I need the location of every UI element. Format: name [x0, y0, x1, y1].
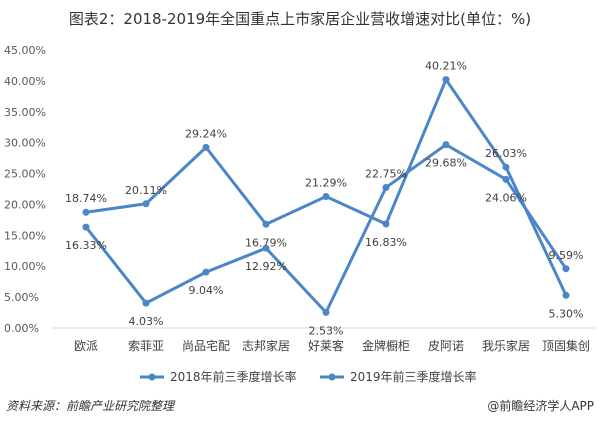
y-tick-label: 35.00%: [4, 106, 46, 119]
data-label: 5.30%: [549, 307, 584, 320]
data-label: 26.03%: [485, 147, 527, 160]
x-tick-label: 金牌橱柜: [362, 338, 410, 353]
data-point: [322, 308, 330, 316]
data-label: 29.24%: [185, 127, 227, 140]
data-label: 4.03%: [129, 315, 164, 328]
data-point: [562, 291, 570, 299]
series-line-2: [84, 142, 568, 315]
legend-marker: [328, 373, 336, 381]
x-tick-label: 志邦家居: [242, 338, 290, 353]
data-point: [382, 220, 390, 228]
x-tick-label: 欧派: [74, 339, 98, 353]
chart-title: 图表2：2018-2019年全国重点上市家居企业营收增速对比(单位：%): [68, 10, 532, 28]
data-point: [502, 175, 510, 183]
data-point: [442, 141, 450, 149]
legend-label: 2018年前三季度增长率: [170, 369, 297, 384]
data-label: 24.06%: [485, 191, 527, 204]
x-tick-label: 索菲亚: [128, 339, 164, 353]
y-tick-label: 30.00%: [4, 137, 46, 150]
data-point: [202, 143, 210, 151]
data-label: 16.33%: [65, 239, 107, 252]
data-point: [562, 265, 570, 273]
data-label: 16.83%: [365, 236, 407, 249]
data-point: [442, 76, 450, 84]
data-label: 40.21%: [425, 60, 467, 73]
y-tick-label: 5.00%: [4, 291, 39, 304]
data-label: 22.75%: [365, 167, 407, 180]
data-label: 18.74%: [65, 192, 107, 205]
y-tick-label: 40.00%: [4, 75, 46, 88]
data-point: [382, 183, 390, 191]
data-point: [262, 244, 270, 252]
y-tick-label: 0.00%: [4, 322, 39, 335]
source-note: 资料来源：前瞻产业研究院整理: [6, 399, 175, 413]
data-label: 9.04%: [189, 284, 224, 297]
data-point: [142, 200, 150, 208]
data-label: 12.92%: [245, 260, 287, 273]
x-tick-label: 尚品宅配: [182, 338, 230, 353]
data-point: [502, 163, 510, 171]
x-tick-label: 我乐家居: [482, 338, 530, 353]
x-tick-label: 顶固集创: [542, 338, 590, 353]
legend-label: 2019年前三季度增长率: [350, 369, 477, 384]
y-tick-label: 20.00%: [4, 198, 46, 211]
data-label: 21.29%: [305, 176, 347, 189]
y-tick-label: 25.00%: [4, 168, 46, 181]
data-label: 2.53%: [309, 324, 344, 337]
data-label: 16.79%: [245, 236, 287, 249]
data-point: [82, 208, 90, 216]
x-tick-label: 皮阿诺: [428, 339, 464, 353]
data-label: 20.11%: [125, 184, 167, 197]
data-point: [202, 268, 210, 276]
y-tick-label: 15.00%: [4, 229, 46, 242]
y-tick-label: 45.00%: [4, 44, 46, 57]
data-point: [82, 223, 90, 231]
data-point: [322, 192, 330, 200]
data-point: [262, 220, 270, 228]
legend-marker: [148, 373, 156, 381]
x-tick-label: 好莱客: [308, 338, 344, 353]
data-label: 29.68%: [425, 157, 467, 170]
y-tick-label: 10.00%: [4, 260, 46, 273]
brand-note: @前瞻经济学人APP: [487, 399, 594, 413]
data-label: 9.59%: [549, 249, 584, 262]
data-point: [142, 299, 150, 307]
